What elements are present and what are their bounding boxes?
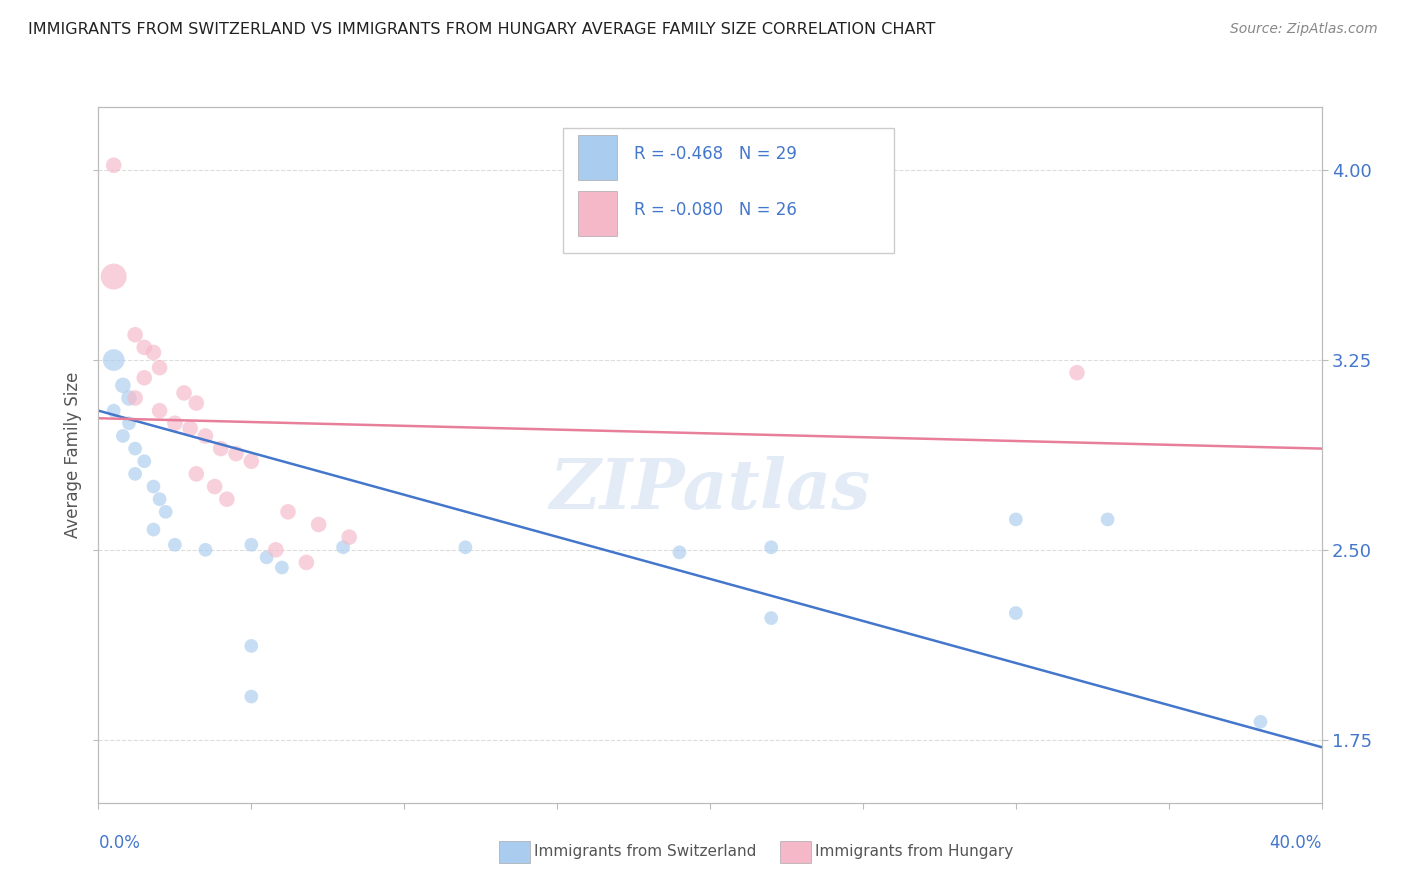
Point [124,391,146,405]
Point [124,327,146,342]
Point [454,541,477,555]
Point [186,467,208,481]
Point [103,403,125,417]
Point [149,403,172,417]
Text: Source: ZipAtlas.com: Source: ZipAtlas.com [1230,22,1378,37]
Point [118,417,141,431]
Point [209,442,232,456]
Point [134,454,156,468]
Point [308,517,330,532]
Point [103,353,125,368]
Point [111,378,134,392]
Point [103,269,125,284]
Point [668,545,690,559]
Point [256,550,278,565]
Point [215,492,238,507]
Text: Immigrants from Hungary: Immigrants from Hungary [815,845,1014,859]
Point [134,370,156,384]
Text: IMMIGRANTS FROM SWITZERLAND VS IMMIGRANTS FROM HUNGARY AVERAGE FAMILY SIZE CORRE: IMMIGRANTS FROM SWITZERLAND VS IMMIGRANT… [28,22,935,37]
Point [194,429,217,443]
Point [264,542,287,557]
Point [759,541,782,555]
Point [759,611,782,625]
Point [134,340,156,354]
FancyBboxPatch shape [578,191,617,235]
FancyBboxPatch shape [578,135,617,180]
Text: R = -0.080   N = 26: R = -0.080 N = 26 [634,201,797,219]
Point [1004,512,1026,526]
Text: 0.0%: 0.0% [98,834,141,852]
Point [1097,512,1119,526]
Point [155,505,177,519]
Point [1249,714,1271,729]
Text: R = -0.468   N = 29: R = -0.468 N = 29 [634,145,797,163]
Point [179,421,201,435]
Text: ZIPatlas: ZIPatlas [550,456,870,524]
Text: Immigrants from Switzerland: Immigrants from Switzerland [534,845,756,859]
Point [142,523,165,537]
Point [142,479,165,493]
Point [277,505,299,519]
Point [124,442,146,456]
Point [240,454,263,468]
Point [337,530,360,544]
Point [204,479,226,493]
Point [186,396,208,410]
Point [295,556,318,570]
Point [270,560,292,574]
Point [163,538,186,552]
Point [194,542,217,557]
Point [1066,366,1088,380]
Point [142,345,165,359]
Point [163,417,186,431]
Point [225,447,247,461]
Point [332,541,354,555]
Point [103,158,125,172]
FancyBboxPatch shape [564,128,894,253]
Point [149,492,172,507]
Point [240,690,263,704]
Point [124,467,146,481]
Point [240,639,263,653]
Point [1004,606,1026,620]
Y-axis label: Average Family Size: Average Family Size [65,372,83,538]
Point [118,391,141,405]
Point [173,386,195,401]
Point [149,360,172,375]
Text: 40.0%: 40.0% [1270,834,1322,852]
Point [111,429,134,443]
Point [240,538,263,552]
